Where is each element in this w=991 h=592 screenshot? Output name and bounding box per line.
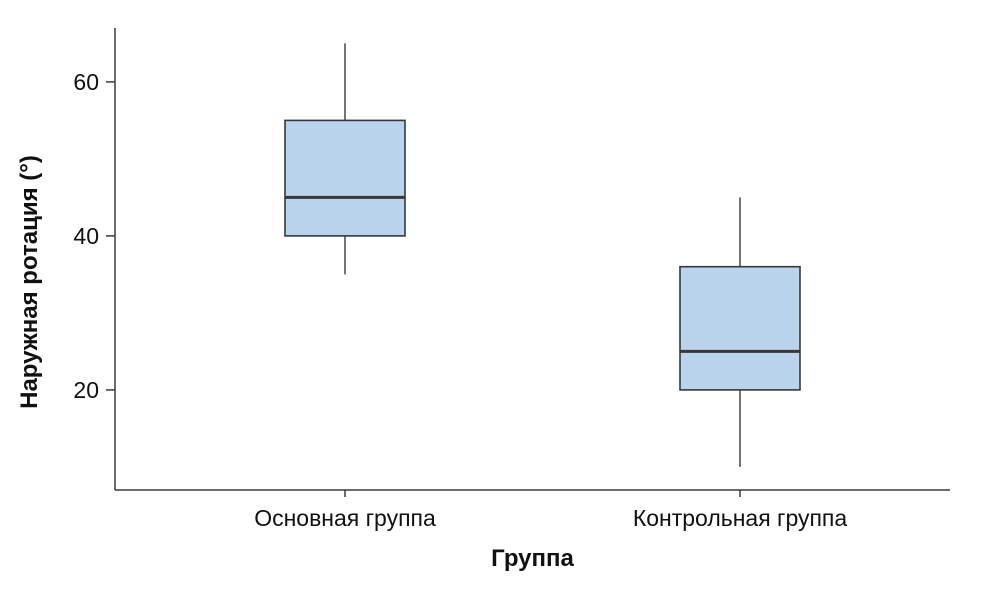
y-tick-label: 20 [73,377,99,403]
box [679,265,801,391]
x-axis-title: Группа [491,545,574,572]
y-tick-label: 40 [73,223,99,249]
box [284,119,406,237]
x-tick-label: Основная группа [254,505,436,531]
y-axis-title: Наружная ротация (°) [16,155,43,409]
y-tick-label: 60 [73,69,99,95]
x-tick-label: Контрольная группа [633,505,848,531]
